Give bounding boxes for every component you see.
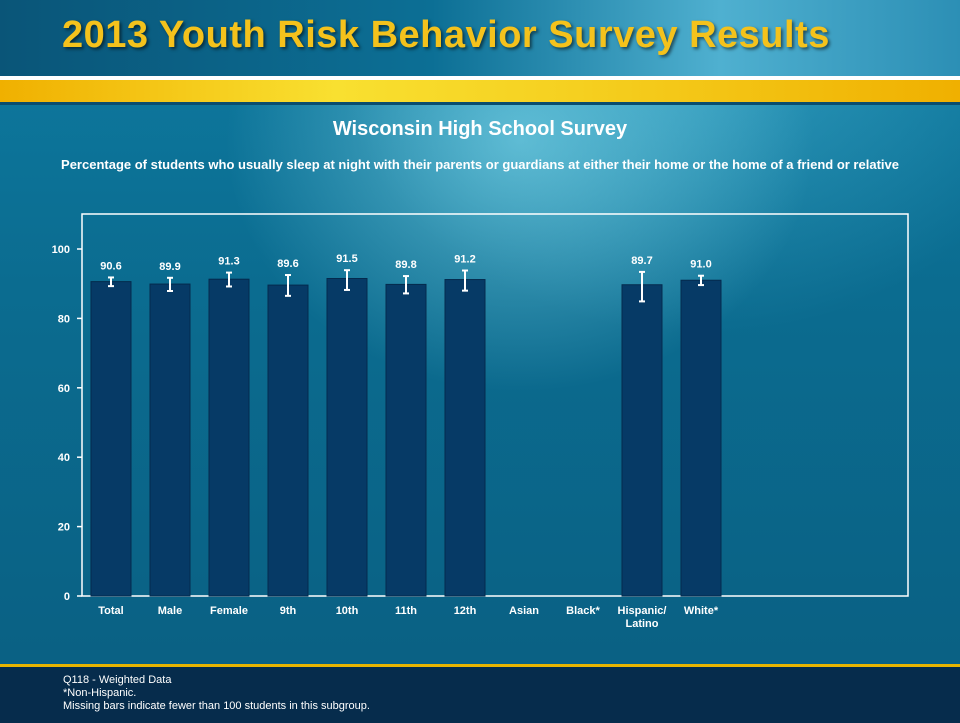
y-tick-label: 60 bbox=[58, 383, 70, 395]
x-tick-label: White* bbox=[684, 605, 719, 617]
plot-frame bbox=[81, 213, 909, 597]
x-tick-label: Female bbox=[210, 605, 248, 617]
header-divider-white bbox=[0, 76, 960, 80]
y-tick-label: 80 bbox=[58, 313, 70, 325]
x-tick-label: 9th bbox=[280, 605, 297, 617]
bar bbox=[90, 281, 132, 597]
data-label: 89.7 bbox=[631, 255, 652, 267]
bar bbox=[680, 279, 722, 597]
bar bbox=[267, 284, 309, 597]
bar bbox=[149, 283, 191, 597]
x-tick-label: Total bbox=[98, 605, 123, 617]
x-tick-label: Male bbox=[158, 605, 182, 617]
bar bbox=[444, 279, 486, 597]
y-tick-label: 20 bbox=[58, 522, 70, 534]
x-tick-label: 10th bbox=[336, 605, 359, 617]
bar bbox=[208, 278, 250, 597]
footer-note-non-hispanic: *Non-Hispanic. bbox=[63, 687, 137, 699]
data-label: 91.3 bbox=[218, 256, 239, 268]
data-label: 90.6 bbox=[100, 260, 121, 272]
chart-title: Wisconsin High School Survey bbox=[332, 118, 628, 140]
data-label: 89.8 bbox=[395, 259, 416, 271]
y-tick-label: 40 bbox=[58, 452, 70, 464]
header-divider-gold bbox=[0, 80, 960, 102]
x-tick-label: Hispanic/Latino bbox=[618, 605, 667, 630]
header-banner: 2013 Youth Risk Behavior Survey Results bbox=[0, 0, 960, 76]
data-label: 89.6 bbox=[277, 258, 298, 270]
footer-notes: Q118 - Weighted Data *Non-Hispanic. Miss… bbox=[63, 674, 370, 713]
page-title: 2013 Youth Risk Behavior Survey Results bbox=[62, 14, 830, 56]
bar bbox=[621, 284, 663, 597]
chart-subtitle: Percentage of students who usually sleep… bbox=[61, 157, 899, 172]
x-tick-label: 12th bbox=[454, 605, 477, 617]
data-label: 89.9 bbox=[159, 261, 180, 273]
header-divider-dark bbox=[0, 102, 960, 105]
footer-note-missing-bars: Missing bars indicate fewer than 100 stu… bbox=[63, 700, 370, 712]
data-label: 91.5 bbox=[336, 253, 357, 265]
footer-bar bbox=[0, 664, 960, 723]
bar bbox=[326, 277, 368, 597]
x-tick-label: Black* bbox=[566, 605, 600, 617]
footer-note-data-source: Q118 - Weighted Data bbox=[63, 674, 172, 686]
data-label: 91.0 bbox=[690, 259, 711, 271]
y-tick-label: 100 bbox=[52, 244, 70, 256]
y-tick-label: 0 bbox=[64, 591, 70, 603]
x-tick-label: 11th bbox=[395, 605, 417, 617]
data-label: 91.2 bbox=[454, 254, 475, 266]
x-tick-label: Asian bbox=[509, 605, 539, 617]
bar bbox=[385, 283, 427, 597]
